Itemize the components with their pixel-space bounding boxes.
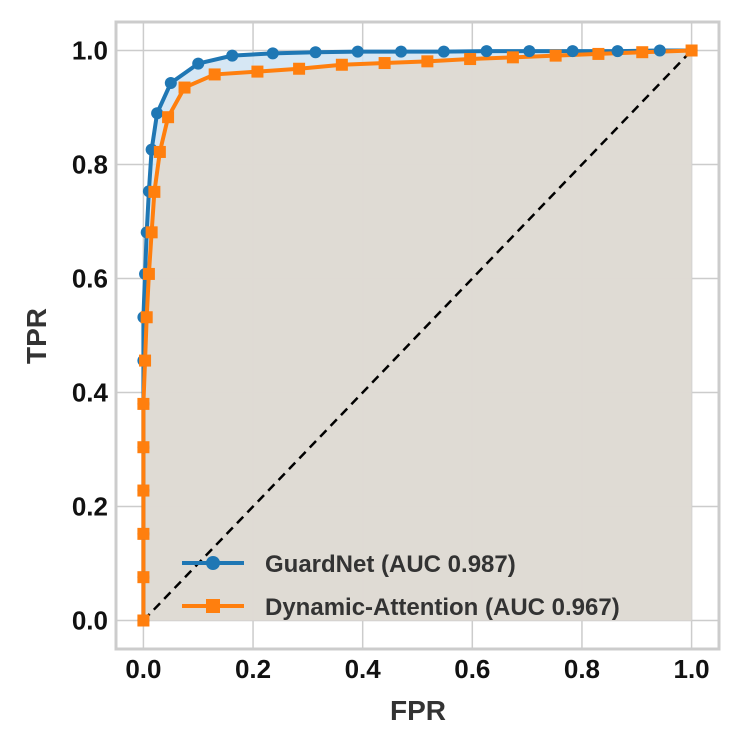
data-point-guardnet [266,47,279,60]
y-tick-label: 0.4 [72,378,109,408]
data-point-dynamic-attention [139,354,152,367]
chance-line [142,49,693,622]
x-tick-label: 0.2 [235,654,271,684]
data-point-dynamic-attention [464,53,477,66]
data-point-guardnet [351,45,364,58]
data-point-guardnet [164,76,177,89]
data-point-dynamic-attention [142,267,155,280]
data-point-dynamic-attention [378,57,391,70]
data-point-dynamic-attention [293,62,306,75]
data-point-dynamic-attention [137,441,150,454]
series-line-dynamic-attention [141,48,692,621]
data-point-dynamic-attention [208,68,221,81]
data-point-dynamic-attention [145,226,158,239]
data-point-dynamic-attention [549,49,562,62]
x-axis-ticks: 0.0 0.2 0.4 0.6 0.8 1.0 [125,654,709,684]
data-point-guardnet [395,45,408,58]
data-point-dynamic-attention [137,484,150,497]
data-point-dynamic-attention [140,311,153,324]
chance-diagonal [142,49,693,622]
data-point-dynamic-attention [335,58,348,71]
data-point-guardnet [480,45,493,58]
data-point-dynamic-attention [421,55,434,68]
legend-label-guardnet: GuardNet (AUC 0.987) [265,551,516,578]
data-point-guardnet [309,46,322,59]
x-axis-label: FPR [390,695,446,726]
data-point-guardnet [653,44,666,57]
plot-frame [114,20,721,651]
x-tick-label: 0.8 [564,654,600,684]
data-point-guardnet [226,49,239,62]
legend-item-guardnet: GuardNet (AUC 0.987) [182,551,516,578]
data-point-dynamic-attention [592,47,605,60]
data-point-dynamic-attention [148,185,161,198]
y-axis-label: TPR [21,308,52,364]
data-point-dynamic-attention [178,81,191,94]
data-point-dynamic-attention [636,46,649,59]
y-tick-label: 1.0 [72,36,108,66]
legend-label-dynamic-attention: Dynamic-Attention (AUC 0.967) [265,594,620,621]
data-point-guardnet [192,57,205,70]
data-point-dynamic-attention [685,44,698,57]
plot-border [114,20,721,651]
x-tick-label: 0.4 [345,654,382,684]
data-point-dynamic-attention [251,65,264,78]
data-point-dynamic-attention [137,397,150,410]
y-tick-label: 0.0 [72,606,108,636]
data-point-dynamic-attention [162,111,175,124]
data-point-dynamic-attention [153,145,166,158]
data-point-guardnet [151,107,164,120]
y-tick-label: 0.6 [72,264,108,294]
data-point-dynamic-attention [137,614,150,627]
legend-marker-guardnet [206,556,220,570]
y-axis-ticks: 0.0 0.2 0.4 0.6 0.8 1.0 [72,36,109,636]
data-point-dynamic-attention [137,527,150,540]
legend-item-dynamic-attention: Dynamic-Attention (AUC 0.967) [182,594,620,621]
legend: GuardNet (AUC 0.987) Dynamic-Attention (A… [182,551,620,621]
y-tick-label: 0.2 [72,492,108,522]
x-tick-label: 1.0 [674,654,710,684]
data-point-guardnet [437,45,450,58]
data-point-guardnet [566,45,579,58]
legend-marker-dynamic-attention [206,599,220,613]
data-point-dynamic-attention [137,571,150,584]
x-tick-label: 0.6 [454,654,490,684]
series-markers [137,44,698,627]
y-tick-label: 0.8 [72,150,108,180]
data-point-guardnet [523,45,536,58]
x-tick-label: 0.0 [125,654,161,684]
data-point-dynamic-attention [506,51,519,64]
data-point-guardnet [611,45,624,58]
